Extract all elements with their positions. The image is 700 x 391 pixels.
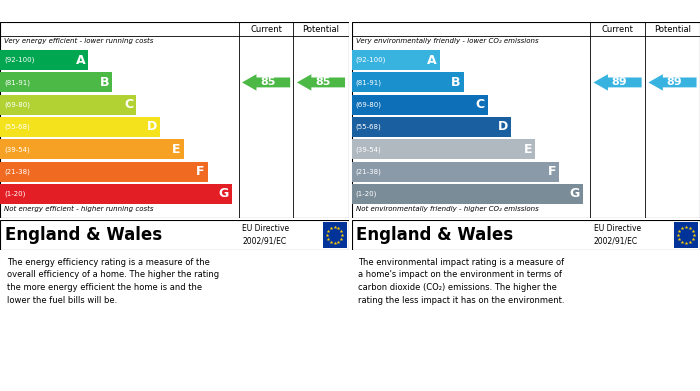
Text: F: F xyxy=(547,165,556,178)
Text: 85: 85 xyxy=(260,77,276,88)
Text: Not energy efficient - higher running costs: Not energy efficient - higher running co… xyxy=(4,206,153,212)
Bar xyxy=(0,50,88,70)
Text: The environmental impact rating is a measure of
a home's impact on the environme: The environmental impact rating is a mea… xyxy=(358,258,565,305)
Text: (69-80): (69-80) xyxy=(4,101,30,108)
Bar xyxy=(0,117,160,137)
Text: Potential: Potential xyxy=(654,25,691,34)
Bar xyxy=(351,184,583,204)
Bar xyxy=(0,184,232,204)
Polygon shape xyxy=(648,74,696,91)
Text: A: A xyxy=(427,54,437,66)
Text: Not environmentally friendly - higher CO₂ emissions: Not environmentally friendly - higher CO… xyxy=(356,206,538,212)
Polygon shape xyxy=(594,74,642,91)
Bar xyxy=(0,95,136,115)
Text: (1-20): (1-20) xyxy=(4,190,25,197)
Text: C: C xyxy=(475,98,484,111)
Bar xyxy=(0,161,208,181)
Text: Current: Current xyxy=(601,25,634,34)
Bar xyxy=(351,95,488,115)
Text: (81-91): (81-91) xyxy=(356,79,382,86)
Bar xyxy=(351,161,559,181)
Text: B: B xyxy=(452,76,461,89)
Text: G: G xyxy=(218,187,229,200)
Bar xyxy=(351,50,440,70)
Text: Energy Efficiency Rating: Energy Efficiency Rating xyxy=(5,5,167,18)
Text: 85: 85 xyxy=(315,77,330,88)
Polygon shape xyxy=(297,74,345,91)
Text: C: C xyxy=(124,98,133,111)
Text: 89: 89 xyxy=(666,77,682,88)
Text: Current: Current xyxy=(250,25,282,34)
Text: England & Wales: England & Wales xyxy=(5,226,162,244)
Bar xyxy=(674,222,698,248)
Polygon shape xyxy=(242,74,290,91)
Text: D: D xyxy=(498,120,508,133)
Text: (92-100): (92-100) xyxy=(356,57,386,63)
Text: Environmental Impact (CO₂) Rating: Environmental Impact (CO₂) Rating xyxy=(356,5,589,18)
Text: B: B xyxy=(99,76,109,89)
Bar xyxy=(351,72,463,92)
Bar xyxy=(323,222,346,248)
Text: England & Wales: England & Wales xyxy=(356,226,514,244)
Bar xyxy=(0,72,112,92)
Text: (55-68): (55-68) xyxy=(356,124,382,130)
Text: The energy efficiency rating is a measure of the
overall efficiency of a home. T: The energy efficiency rating is a measur… xyxy=(7,258,219,305)
Text: EU Directive
2002/91/EC: EU Directive 2002/91/EC xyxy=(594,224,641,246)
Text: (55-68): (55-68) xyxy=(4,124,29,130)
Text: (21-38): (21-38) xyxy=(4,168,30,175)
Text: E: E xyxy=(172,143,181,156)
Text: (92-100): (92-100) xyxy=(4,57,34,63)
Text: Very environmentally friendly - lower CO₂ emissions: Very environmentally friendly - lower CO… xyxy=(356,38,538,44)
Bar xyxy=(0,139,184,159)
Text: (39-54): (39-54) xyxy=(356,146,382,152)
Text: EU Directive
2002/91/EC: EU Directive 2002/91/EC xyxy=(242,224,289,246)
Text: 89: 89 xyxy=(612,77,627,88)
Text: D: D xyxy=(147,120,157,133)
Text: A: A xyxy=(76,54,85,66)
Text: (81-91): (81-91) xyxy=(4,79,30,86)
Text: Very energy efficient - lower running costs: Very energy efficient - lower running co… xyxy=(4,38,153,44)
Text: G: G xyxy=(570,187,580,200)
Text: F: F xyxy=(196,165,204,178)
Text: (1-20): (1-20) xyxy=(356,190,377,197)
Bar xyxy=(351,117,512,137)
Bar xyxy=(351,139,536,159)
Text: (69-80): (69-80) xyxy=(356,101,382,108)
Text: (21-38): (21-38) xyxy=(356,168,382,175)
Text: (39-54): (39-54) xyxy=(4,146,29,152)
Text: Potential: Potential xyxy=(302,25,340,34)
Text: E: E xyxy=(524,143,532,156)
